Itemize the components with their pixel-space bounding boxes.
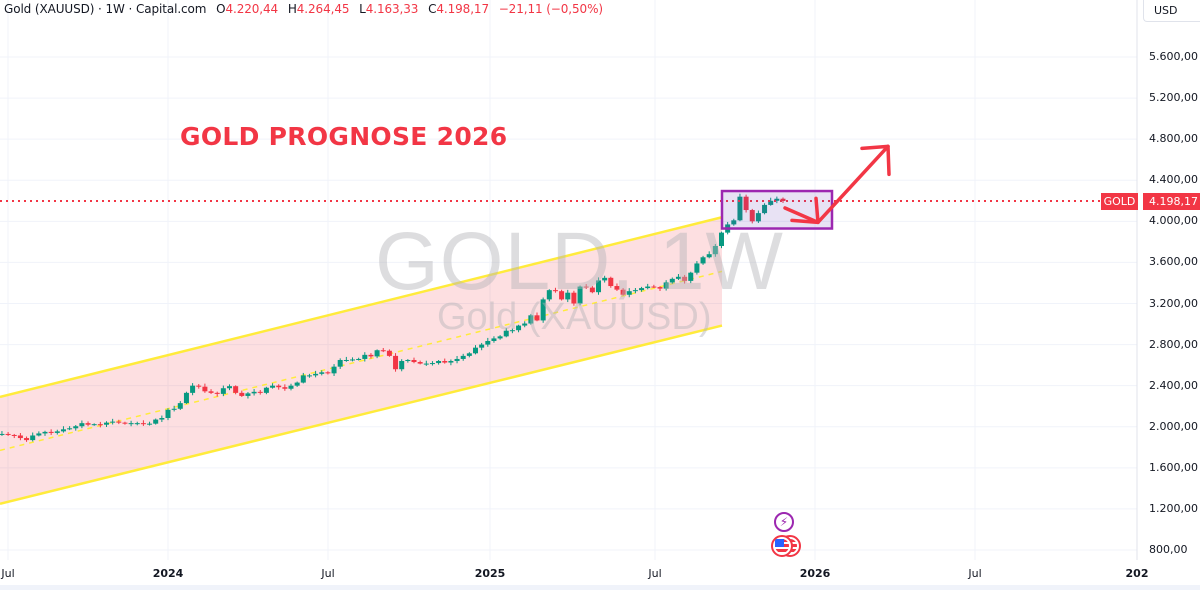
price-axis-label: 3.200,00 [1149,296,1198,310]
symbol-watermark: GOLD, 1W [375,216,784,307]
price-axis-label: 4.400,00 [1149,173,1198,187]
legend-low: 4.163,33 [365,2,419,16]
price-axis-label: 2.400,00 [1149,378,1198,392]
price-axis-label: 5.200,00 [1149,91,1198,105]
legend-open: 4.220,44 [225,2,279,16]
price-axis-label: 2.800,00 [1149,337,1198,351]
ohlc-legend: Gold (XAUUSD) · 1W · Capital.com O4.220,… [4,2,603,16]
price-axis-label: 3.600,00 [1149,255,1198,269]
bottom-bar [0,585,1200,590]
us-economic-event-icon[interactable] [771,535,793,557]
symbol-watermark-description: Gold (XAUUSD) [437,296,712,338]
legend-interval: 1W [105,2,125,16]
legend-close: 4.198,17 [436,2,489,16]
time-axis-label: Jul [1,567,15,580]
price-axis-label: 1.600,00 [1149,460,1198,474]
price-axis-label: 800,00 [1149,543,1188,556]
time-axis-label: 2026 [799,567,831,580]
time-axis-label: Jul [321,567,335,580]
time-axis-label: Jul [968,567,982,580]
legend-symbol[interactable]: Gold (XAUUSD) [4,2,95,16]
price-tag-symbol: GOLD [1101,193,1138,210]
price-axis-label: 5.600,00 [1149,50,1198,63]
annotation-title[interactable]: GOLD PROGNOSE 2026 [180,122,508,151]
candlestick-series [0,193,786,442]
time-axis-label: 202 [1125,567,1149,580]
legend-change: −21,11 (−0,50%) [498,2,603,16]
parallel-channel[interactable] [0,216,723,505]
price-axis-label: 4.000,00 [1149,214,1198,228]
time-axis-label: 2025 [474,567,506,580]
price-axis-label: 1.200,00 [1149,501,1198,515]
price-axis-label: 4.800,00 [1149,132,1198,146]
grid-lines [0,0,1138,560]
price-axis-label: 2.000,00 [1149,419,1198,433]
legend-source: Capital.com [135,2,207,16]
time-axis-label: 2024 [152,567,184,580]
flash-event-icon[interactable]: ⚡ [774,512,794,532]
currency-button[interactable]: USD [1143,0,1200,22]
time-axis-label: Jul [648,567,662,580]
price-tag-value: 4.198,17 [1143,193,1200,210]
legend-high: 4.264,45 [296,2,350,16]
forecast-arrows[interactable] [783,144,891,225]
